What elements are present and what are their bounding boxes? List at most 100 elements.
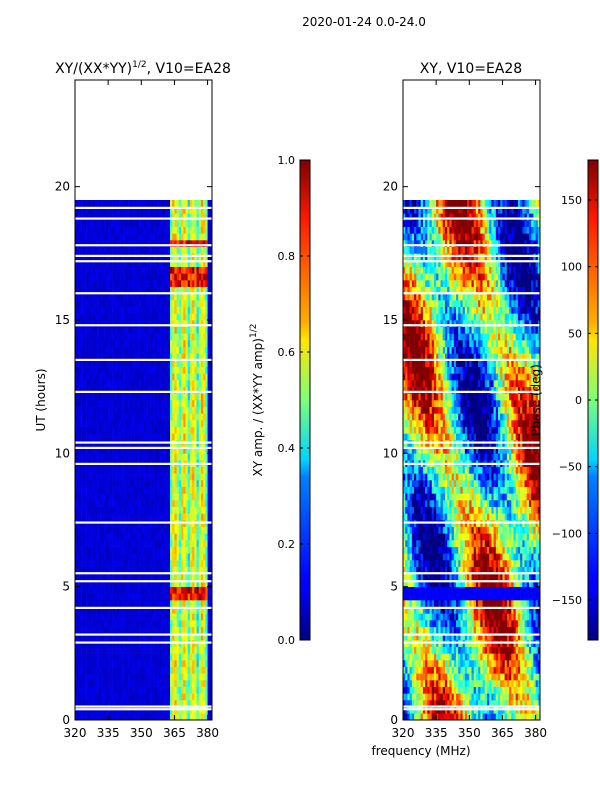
heatmap-cell — [150, 293, 153, 301]
heatmap-cell — [81, 313, 85, 321]
heatmap-cell — [181, 546, 184, 554]
heatmap-cell — [121, 206, 124, 214]
heatmap-cell — [200, 600, 204, 607]
heatmap-cell — [154, 393, 158, 401]
heatmap-cell — [125, 513, 129, 521]
heatmap-cell — [152, 553, 155, 561]
heatmap-cell — [81, 286, 85, 294]
heatmap-cell — [150, 506, 153, 514]
heatmap-cell — [189, 400, 193, 407]
heatmap-cell — [114, 226, 118, 234]
heatmap-cell — [108, 680, 111, 687]
heatmap-cell — [132, 206, 135, 214]
heatmap-cell — [88, 466, 91, 474]
heatmap-cell — [75, 400, 78, 407]
heatmap-cell — [79, 646, 82, 654]
heatmap-cell — [143, 500, 147, 507]
heatmap-cell — [101, 433, 105, 441]
heatmap-cell — [141, 346, 144, 354]
heatmap-cell — [176, 566, 180, 574]
heatmap-cell — [114, 420, 118, 427]
heatmap-cell — [132, 366, 135, 374]
heatmap-cell — [79, 246, 82, 254]
heatmap-cell — [79, 400, 82, 407]
heatmap-cell — [183, 366, 186, 374]
heatmap-cell — [187, 493, 191, 501]
heatmap-cell — [156, 360, 160, 367]
heatmap-cell — [105, 613, 109, 621]
heatmap-cell — [92, 660, 96, 667]
heatmap-cell — [194, 246, 197, 254]
heatmap-cell — [183, 353, 186, 361]
heatmap-cell — [161, 200, 164, 207]
heatmap-cell — [141, 393, 144, 401]
heatmap-cell — [181, 713, 184, 720]
heatmap-cell — [136, 653, 140, 661]
heatmap-cell — [112, 333, 116, 341]
heatmap-cell — [128, 360, 131, 367]
heatmap-cell — [108, 600, 111, 607]
heatmap-cell — [143, 226, 147, 234]
heatmap-cell — [200, 573, 204, 581]
heatmap-cell — [152, 400, 155, 407]
heatmap-cell — [103, 680, 107, 687]
heatmap-cell — [154, 273, 158, 281]
heatmap-cell — [189, 413, 193, 421]
heatmap-cell — [97, 700, 100, 707]
heatmap-cell — [112, 686, 116, 694]
heatmap-cell — [194, 433, 197, 441]
heatmap-cell — [105, 346, 109, 354]
heatmap-cell — [178, 620, 182, 627]
heatmap-cell — [150, 580, 153, 587]
heatmap-cell — [189, 393, 193, 401]
heatmap-cell — [170, 480, 173, 487]
heatmap-cell — [152, 646, 155, 654]
heatmap-cell — [75, 713, 78, 720]
heatmap-cell — [119, 360, 122, 367]
data-gap-stripe — [75, 708, 212, 711]
heatmap-cell — [207, 713, 211, 720]
heatmap-cell — [99, 406, 102, 414]
heatmap-cell — [81, 480, 85, 487]
heatmap-cell — [183, 266, 186, 274]
heatmap-cell — [86, 273, 89, 281]
heatmap-cell — [86, 660, 89, 667]
heatmap-cell — [134, 340, 138, 347]
heatmap-cell — [114, 506, 118, 514]
heatmap-cell — [200, 620, 204, 627]
heatmap-cell — [128, 626, 131, 634]
heatmap-cell — [105, 380, 109, 387]
heatmap-cell — [172, 673, 175, 681]
heatmap-cell — [112, 646, 116, 654]
heatmap-cell — [181, 493, 184, 501]
heatmap-cell — [145, 313, 149, 321]
heatmap-cell — [196, 606, 200, 614]
heatmap-cell — [105, 593, 109, 601]
heatmap-cell — [75, 513, 78, 521]
heatmap-cell — [147, 426, 151, 434]
heatmap-cell — [86, 353, 89, 361]
heatmap-cell — [130, 646, 133, 654]
heatmap-cell — [200, 606, 204, 614]
heatmap-cell — [192, 220, 195, 227]
heatmap-cell — [105, 480, 109, 487]
heatmap-cell — [156, 486, 160, 494]
heatmap-cell — [141, 680, 144, 687]
heatmap-cell — [130, 693, 133, 701]
heatmap-cell — [105, 406, 109, 414]
heatmap-cell — [185, 293, 188, 301]
heatmap-cell — [143, 666, 147, 674]
heatmap-cell — [189, 566, 193, 574]
heatmap-cell — [116, 500, 120, 507]
heatmap-cell — [209, 266, 212, 274]
heatmap-cell — [176, 540, 180, 547]
heatmap-cell — [207, 500, 211, 507]
heatmap-cell — [170, 593, 173, 601]
heatmap-cell — [189, 513, 193, 521]
heatmap-cell — [205, 206, 208, 214]
heatmap-cell — [152, 600, 155, 607]
heatmap-cell — [97, 446, 100, 454]
heatmap-cell — [145, 366, 149, 374]
heatmap-cell — [132, 600, 135, 607]
heatmap-cell — [110, 446, 113, 454]
